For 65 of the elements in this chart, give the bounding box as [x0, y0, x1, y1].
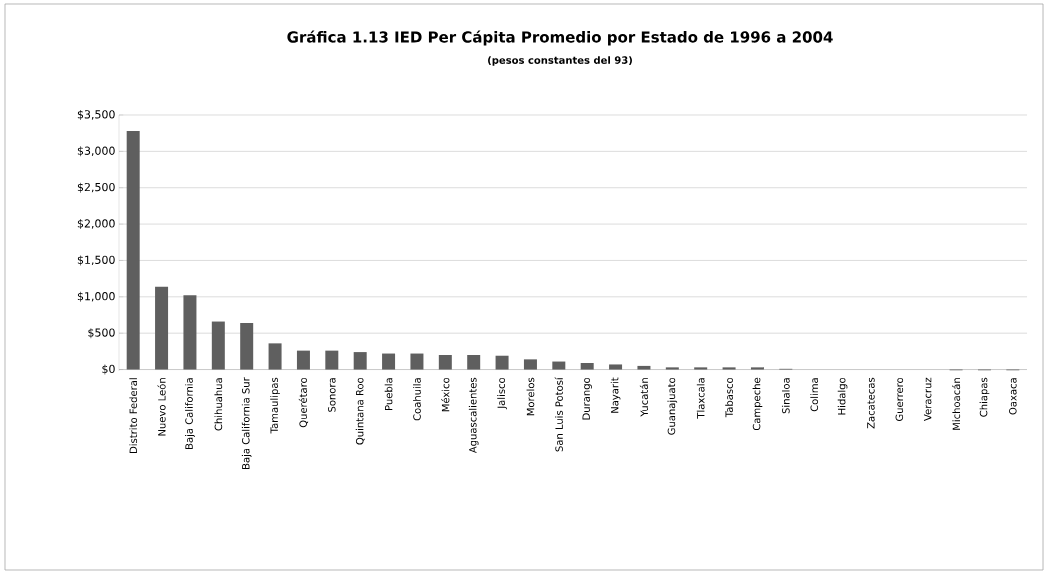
y-tick-label: $2,000 [77, 219, 115, 230]
x-tick-label: Querétaro [298, 377, 309, 428]
x-tick-label: Tlaxcala [696, 378, 705, 419]
bar [665, 367, 679, 370]
bar [438, 355, 452, 370]
y-tick-label: $500 [88, 328, 115, 339]
x-tick-label: Baja California Sur [241, 377, 252, 469]
bar [155, 286, 169, 370]
bar [467, 355, 481, 370]
chart-title: Gráfica 1.13 IED Per Cápita Promedio por Estado de 1996 a 2004 [287, 30, 833, 46]
bar [495, 355, 509, 370]
x-tick-label: Guerrero [895, 377, 904, 422]
x-tick-label: Colima [810, 378, 819, 412]
bar [211, 321, 225, 370]
bar [694, 367, 708, 370]
x-tick-label: Campeche [752, 377, 763, 431]
bar [296, 350, 310, 370]
bar [410, 353, 424, 370]
x-tick-label: Tabasco [725, 377, 733, 418]
x-tick-label: Aguascalientes [468, 377, 479, 454]
bar [325, 350, 339, 370]
bar [750, 367, 764, 370]
x-tick-label: Jalisco [497, 377, 507, 410]
y-tick-label: $1,500 [77, 255, 115, 266]
y-tick-label: $3,000 [77, 146, 115, 157]
x-tick-label: México [441, 377, 450, 412]
x-tick-label: Zacatecas [867, 377, 875, 429]
x-tick-label: Guanajuato [667, 377, 678, 435]
x-tick-label: Yucatán [639, 378, 649, 417]
x-tick-label: Veracruz [923, 377, 932, 421]
x-tick-label: Nayarit [610, 377, 621, 413]
x-tick-label: Sonora [328, 378, 336, 412]
y-tick-label: $2,500 [77, 182, 115, 193]
bar [126, 131, 140, 370]
bar [382, 353, 396, 370]
x-tick-label: Morelos [526, 377, 535, 416]
x-tick-label: Michoacán [952, 378, 961, 430]
bar [268, 343, 282, 370]
x-tick-label: Tamaulipas [270, 377, 280, 434]
bar [183, 295, 197, 370]
bar [523, 359, 537, 370]
y-tick-label: $0 [102, 364, 115, 375]
bar [552, 361, 566, 370]
x-tick-label: Chihuahua [214, 378, 223, 431]
x-tick-label: Oaxaca [1009, 378, 1017, 415]
x-tick-label: Sinaloa [781, 378, 790, 414]
y-tick-label: $1,000 [77, 291, 115, 302]
x-tick-label: Durango [582, 377, 592, 420]
chart-subtitle: (pesos constantes del 93) [488, 56, 632, 66]
y-tick-label: $3,500 [77, 110, 115, 120]
x-tick-label: Chiapas [979, 377, 990, 417]
bar [637, 365, 651, 370]
x-tick-label: Coahuila [413, 378, 421, 421]
bar [722, 367, 736, 370]
bar [353, 352, 367, 370]
bar [609, 364, 623, 370]
bar [240, 323, 254, 370]
x-tick-label: San Luis Potosí [554, 377, 563, 452]
x-tick-label: Quintana Roo [355, 377, 365, 445]
x-tick-label: Distrito Federal [129, 378, 138, 453]
x-tick-label: Hidalgo [837, 377, 848, 415]
x-tick-label: Nuevo León [157, 378, 166, 436]
bar [580, 363, 594, 370]
x-tick-label: Baja California [185, 378, 195, 449]
x-tick-label: Puebla [384, 378, 393, 410]
